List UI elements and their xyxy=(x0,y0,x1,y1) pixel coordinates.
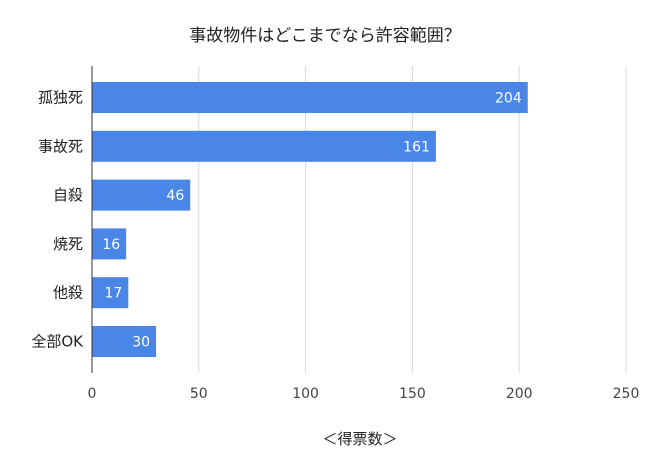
data-label: 16 xyxy=(102,237,120,253)
bar xyxy=(92,82,528,113)
category-label: 事故死 xyxy=(38,137,83,155)
gridlines xyxy=(198,66,627,373)
bar xyxy=(92,228,127,260)
bars: 204 161 46 16 17 30 xyxy=(92,82,528,357)
bar xyxy=(92,130,436,162)
x-tick-label: 50 xyxy=(190,386,208,402)
x-tick-label: 250 xyxy=(613,386,640,402)
data-label: 46 xyxy=(166,188,184,204)
bar xyxy=(92,277,129,309)
category-label: 全部OK xyxy=(31,333,84,351)
category-label: 自殺 xyxy=(53,186,83,204)
x-tick-label: 200 xyxy=(506,386,533,402)
bar xyxy=(92,179,191,211)
x-tick-label: 0 xyxy=(88,386,97,402)
x-tick-label: 100 xyxy=(292,386,319,402)
category-label: 他殺 xyxy=(53,284,83,302)
x-tick-label: 150 xyxy=(399,386,426,402)
category-label: 孤独死 xyxy=(38,89,83,107)
x-tick-labels: 0 50 100 150 200 250 xyxy=(88,386,640,402)
data-label: 30 xyxy=(132,335,150,351)
data-label: 17 xyxy=(104,286,122,302)
bar xyxy=(92,326,157,357)
chart-title: 事故物件はどこまでなら許容範囲？ xyxy=(189,26,461,46)
data-label: 161 xyxy=(403,139,430,155)
category-label: 焼死 xyxy=(53,235,83,253)
data-label: 204 xyxy=(495,91,522,107)
x-axis-title: ＜得票数＞ xyxy=(322,430,397,448)
